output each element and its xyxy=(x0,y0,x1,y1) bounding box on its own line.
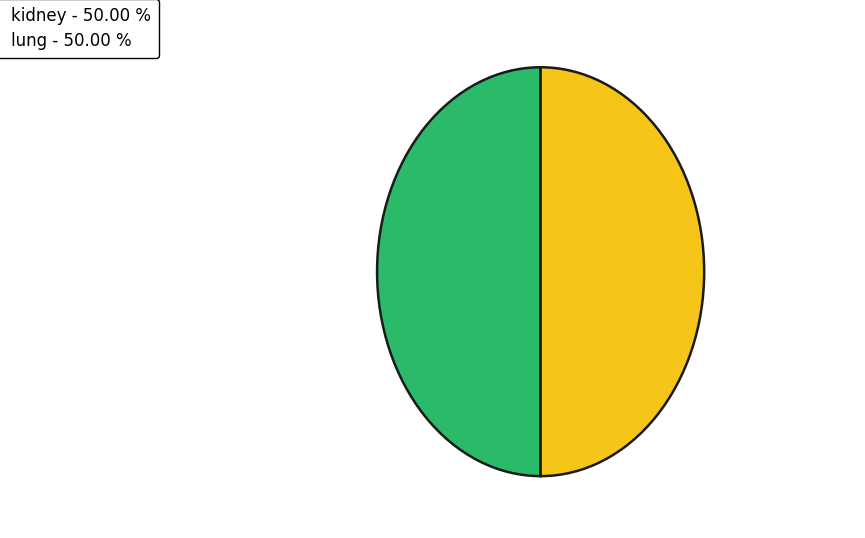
Wedge shape xyxy=(541,67,704,476)
Wedge shape xyxy=(377,67,541,476)
Legend: kidney - 50.00 %, lung - 50.00 %: kidney - 50.00 %, lung - 50.00 % xyxy=(0,0,159,58)
